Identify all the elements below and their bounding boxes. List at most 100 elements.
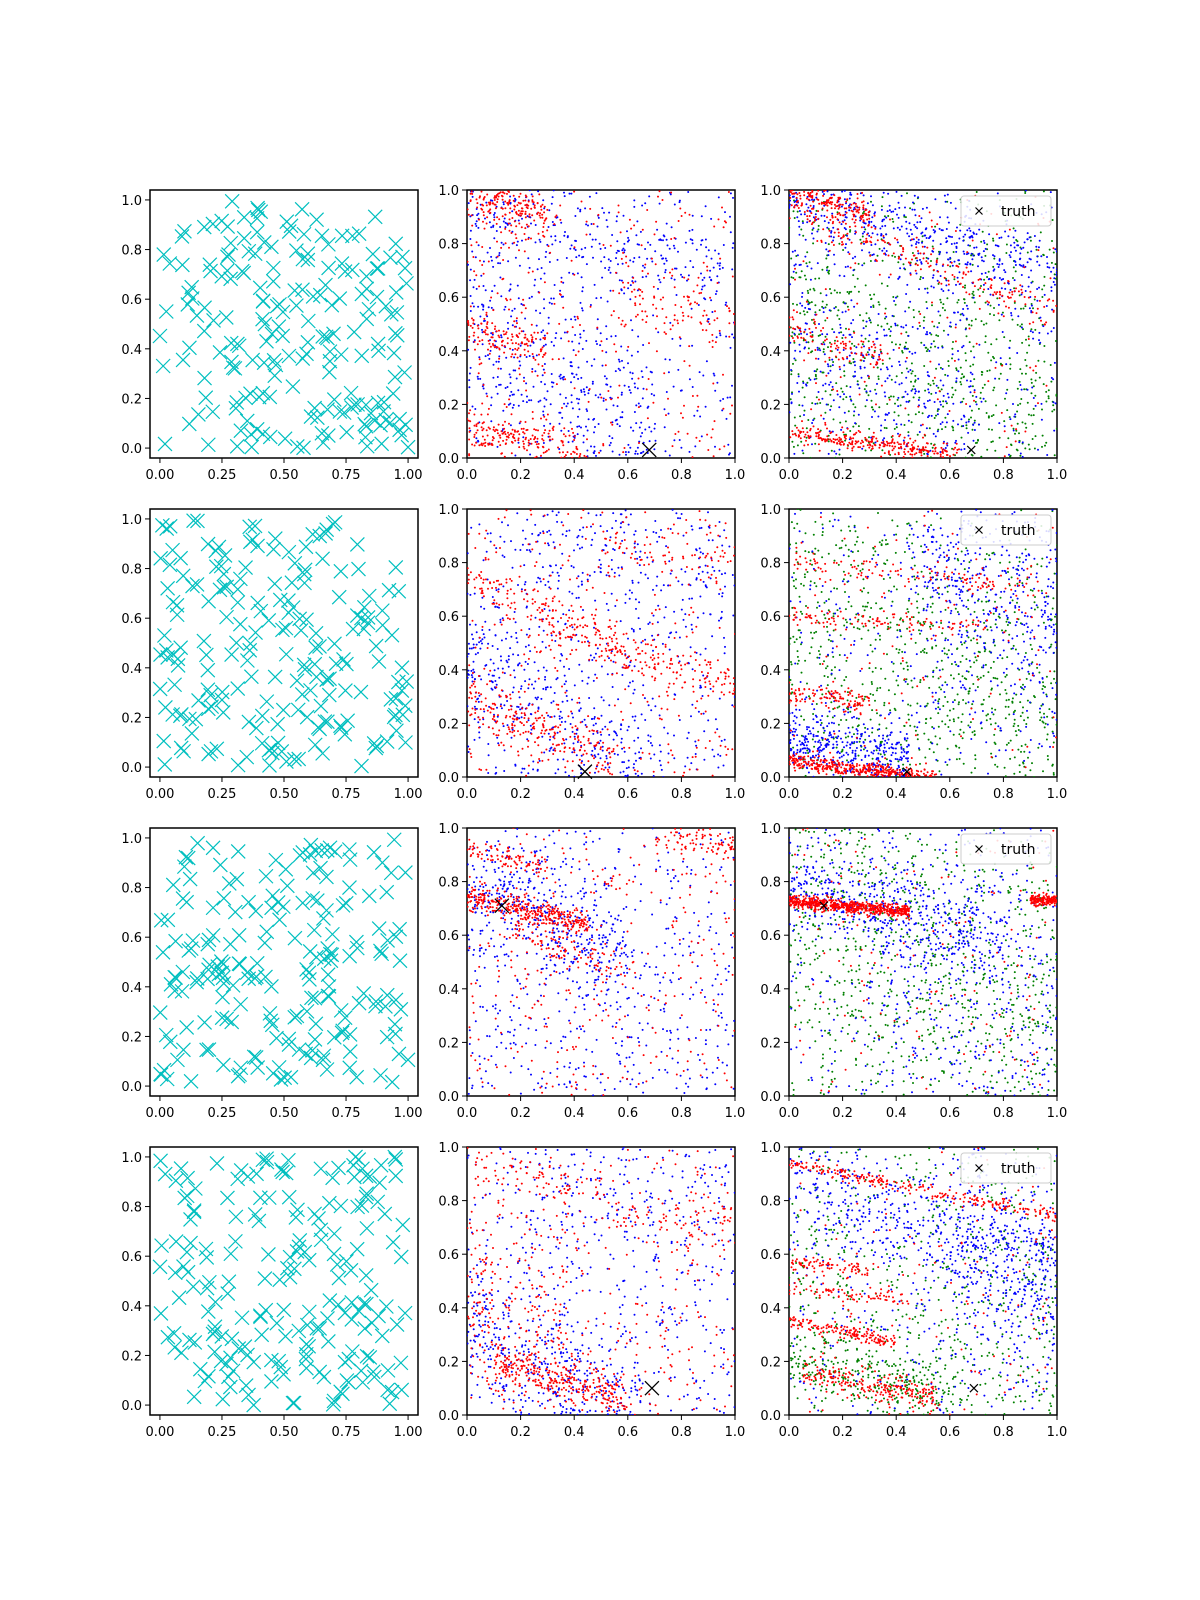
green-point <box>1014 270 1017 273</box>
red-point <box>469 200 472 203</box>
blue-point <box>845 216 848 219</box>
red-point <box>894 445 897 448</box>
blue-point <box>909 300 912 303</box>
red-point <box>903 442 905 445</box>
blue-point <box>861 447 864 450</box>
blue-point <box>896 241 899 244</box>
red-point <box>936 398 939 401</box>
blue-point <box>565 405 568 408</box>
blue-point <box>554 235 557 238</box>
blue-point <box>949 201 952 204</box>
red-point <box>653 295 656 298</box>
red-point <box>663 276 665 279</box>
blue-point <box>663 426 666 429</box>
red-point <box>509 432 512 435</box>
blue-point <box>854 232 857 235</box>
red-point <box>842 220 845 223</box>
blue-point <box>519 364 522 367</box>
blue-point <box>471 302 474 305</box>
red-point <box>585 220 588 223</box>
green-point <box>1023 388 1026 391</box>
sample-marker <box>345 621 361 637</box>
blue-point <box>680 389 683 392</box>
green-point <box>864 449 867 452</box>
green-point <box>952 393 955 396</box>
green-point <box>951 357 953 360</box>
blue-point <box>579 301 582 304</box>
green-point <box>845 385 848 388</box>
blue-point <box>551 243 554 246</box>
blue-point <box>823 204 826 207</box>
red-point <box>543 281 546 284</box>
green-point <box>836 314 839 317</box>
blue-point <box>982 239 985 242</box>
red-point <box>492 437 495 440</box>
sample-marker <box>198 647 214 663</box>
blue-point <box>552 700 555 703</box>
red-point <box>900 445 902 448</box>
red-point <box>531 214 534 217</box>
blue-point <box>506 386 509 388</box>
blue-point <box>952 419 955 422</box>
blue-point <box>495 230 498 232</box>
sample-marker <box>243 426 259 442</box>
sample-marker <box>232 571 248 587</box>
blue-point <box>631 329 634 332</box>
blue-point <box>1007 282 1010 285</box>
red-point <box>876 440 879 443</box>
red-point <box>721 206 723 209</box>
green-point <box>854 406 857 409</box>
blue-point <box>615 418 618 421</box>
red-point <box>485 222 488 225</box>
green-point <box>1031 422 1034 425</box>
red-point <box>809 435 812 438</box>
green-point <box>1005 252 1008 254</box>
blue-point <box>1051 308 1054 311</box>
green-point <box>1009 367 1012 370</box>
blue-point <box>644 202 647 205</box>
red-point <box>634 304 637 307</box>
green-point <box>968 323 971 326</box>
green-point <box>965 359 967 362</box>
sample-marker <box>191 692 206 708</box>
green-point <box>913 316 915 319</box>
red-point <box>714 310 716 313</box>
red-point <box>838 221 841 224</box>
green-point <box>849 230 851 233</box>
green-point <box>802 452 805 455</box>
red-point <box>853 221 856 224</box>
red-point <box>543 235 546 238</box>
blue-point <box>998 277 1001 279</box>
red-point <box>470 190 473 193</box>
green-point <box>842 398 845 401</box>
red-point <box>825 202 828 205</box>
blue-point <box>477 212 480 215</box>
blue-point <box>909 228 912 231</box>
green-point <box>1011 318 1014 321</box>
blue-point <box>609 441 612 444</box>
blue-point <box>841 190 844 193</box>
red-point <box>883 452 886 455</box>
green-point <box>1026 401 1029 404</box>
blue-point <box>928 350 931 352</box>
blue-point <box>965 304 968 307</box>
blue-point <box>992 254 994 257</box>
red-point <box>799 197 802 200</box>
blue-point <box>579 208 582 211</box>
blue-point <box>880 424 883 427</box>
blue-point <box>714 249 717 252</box>
green-point <box>841 337 844 339</box>
blue-point <box>588 195 591 198</box>
green-point <box>973 301 976 304</box>
red-point <box>907 450 910 453</box>
blue-point <box>812 205 815 207</box>
blue-point <box>570 401 573 404</box>
blue-point <box>946 444 949 447</box>
blue-point <box>1053 361 1056 364</box>
blue-point <box>641 204 644 207</box>
blue-point <box>798 343 801 346</box>
blue-point <box>941 346 944 349</box>
green-point <box>1043 360 1046 363</box>
blue-point <box>854 255 857 258</box>
red-point <box>844 222 847 225</box>
